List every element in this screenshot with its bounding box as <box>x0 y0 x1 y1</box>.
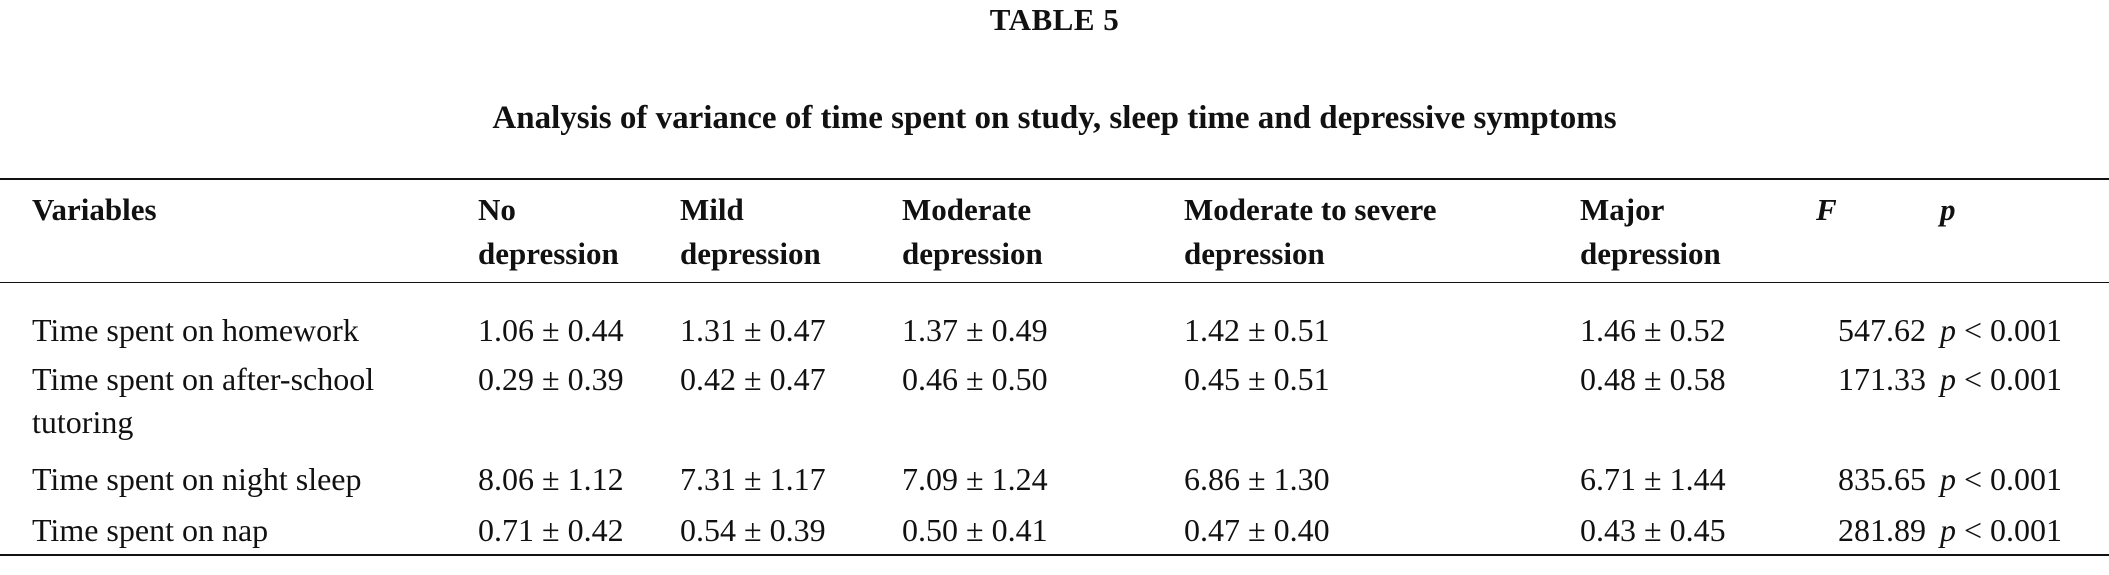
p-symbol: p <box>1940 512 1956 548</box>
cell-p: p < 0.001 <box>1940 506 2109 555</box>
cell-moderate-depression: 7.09 ± 1.24 <box>902 461 1048 497</box>
cell-major-depression: 0.43 ± 0.45 <box>1580 512 1726 548</box>
cell-mild-depression: 1.31 ± 0.47 <box>680 312 826 348</box>
anova-table: Variables No depression Mild depression Mo… <box>0 178 2109 556</box>
table-label: TABLE 5 <box>989 2 1120 37</box>
cell-moderate-depression: 0.50 ± 0.41 <box>902 512 1048 548</box>
table-header: Variables No depression Mild depression Mo… <box>0 179 2109 283</box>
header-no-depression: No depression <box>478 192 619 271</box>
table-container: Variables No depression Mild depression Mo… <box>0 178 2109 556</box>
p-value: < 0.001 <box>1956 361 2063 397</box>
cell-mild-depression: 7.31 ± 1.17 <box>680 461 826 497</box>
cell-no-depression: 0.71 ± 0.42 <box>478 512 624 548</box>
cell-no-depression: 0.29 ± 0.39 <box>478 361 624 397</box>
table-row: Time spent on homework 1.06 ± 0.44 1.31 … <box>0 283 2109 356</box>
table-row: Time spent on after-school tutoring 0.29… <box>0 355 2109 453</box>
cell-p: p < 0.001 <box>1940 283 2109 356</box>
p-symbol: p <box>1940 361 1956 397</box>
cell-f: 835.65 <box>1838 461 1926 497</box>
table-row: Time spent on nap 0.71 ± 0.42 0.54 ± 0.3… <box>0 506 2109 555</box>
p-symbol: p <box>1940 461 1956 497</box>
table-body: Time spent on homework 1.06 ± 0.44 1.31 … <box>0 283 2109 555</box>
cell-moderate-depression: 0.46 ± 0.50 <box>902 361 1048 397</box>
cell-no-depression: 8.06 ± 1.12 <box>478 461 624 497</box>
header-p: p <box>1940 192 1956 227</box>
p-value: < 0.001 <box>1956 312 2063 348</box>
cell-major-depression: 6.71 ± 1.44 <box>1580 461 1726 497</box>
cell-mild-depression: 0.42 ± 0.47 <box>680 361 826 397</box>
cell-variable: Time spent on nap <box>32 512 269 548</box>
cell-major-depression: 1.46 ± 0.52 <box>1580 312 1726 348</box>
cell-moderate-severe-depression: 0.45 ± 0.51 <box>1184 361 1330 397</box>
cell-f: 171.33 <box>1838 361 1926 397</box>
cell-p: p < 0.001 <box>1940 355 2109 453</box>
header-moderate-depression: Moderate depression <box>902 192 1043 271</box>
cell-major-depression: 0.48 ± 0.58 <box>1580 361 1726 397</box>
cell-mild-depression: 0.54 ± 0.39 <box>680 512 826 548</box>
table-caption: Analysis of variance of time spent on st… <box>492 100 1617 136</box>
cell-moderate-severe-depression: 0.47 ± 0.40 <box>1184 512 1330 548</box>
cell-no-depression: 1.06 ± 0.44 <box>478 312 624 348</box>
table-row: Time spent on night sleep 8.06 ± 1.12 7.… <box>0 453 2109 506</box>
header-row: Variables No depression Mild depression Mo… <box>0 179 2109 283</box>
cell-f: 547.62 <box>1838 312 1926 348</box>
cell-moderate-severe-depression: 1.42 ± 0.51 <box>1184 312 1330 348</box>
p-symbol: p <box>1940 312 1956 348</box>
header-moderate-severe-depression: Moderate to severe depression <box>1184 192 1437 271</box>
header-major-depression: Major depression <box>1580 192 1721 271</box>
header-mild-depression: Mild depression <box>680 192 821 271</box>
cell-f: 281.89 <box>1838 512 1926 548</box>
p-value: < 0.001 <box>1956 512 2063 548</box>
cell-variable: Time spent on night sleep <box>32 461 362 497</box>
header-variables: Variables <box>32 192 157 227</box>
cell-moderate-severe-depression: 6.86 ± 1.30 <box>1184 461 1330 497</box>
cell-p: p < 0.001 <box>1940 453 2109 506</box>
header-f: F <box>1816 192 1837 227</box>
cell-moderate-depression: 1.37 ± 0.49 <box>902 312 1048 348</box>
cell-variable: Time spent on homework <box>32 312 359 348</box>
cell-variable: Time spent on after-school tutoring <box>32 361 375 440</box>
p-value: < 0.001 <box>1956 461 2063 497</box>
